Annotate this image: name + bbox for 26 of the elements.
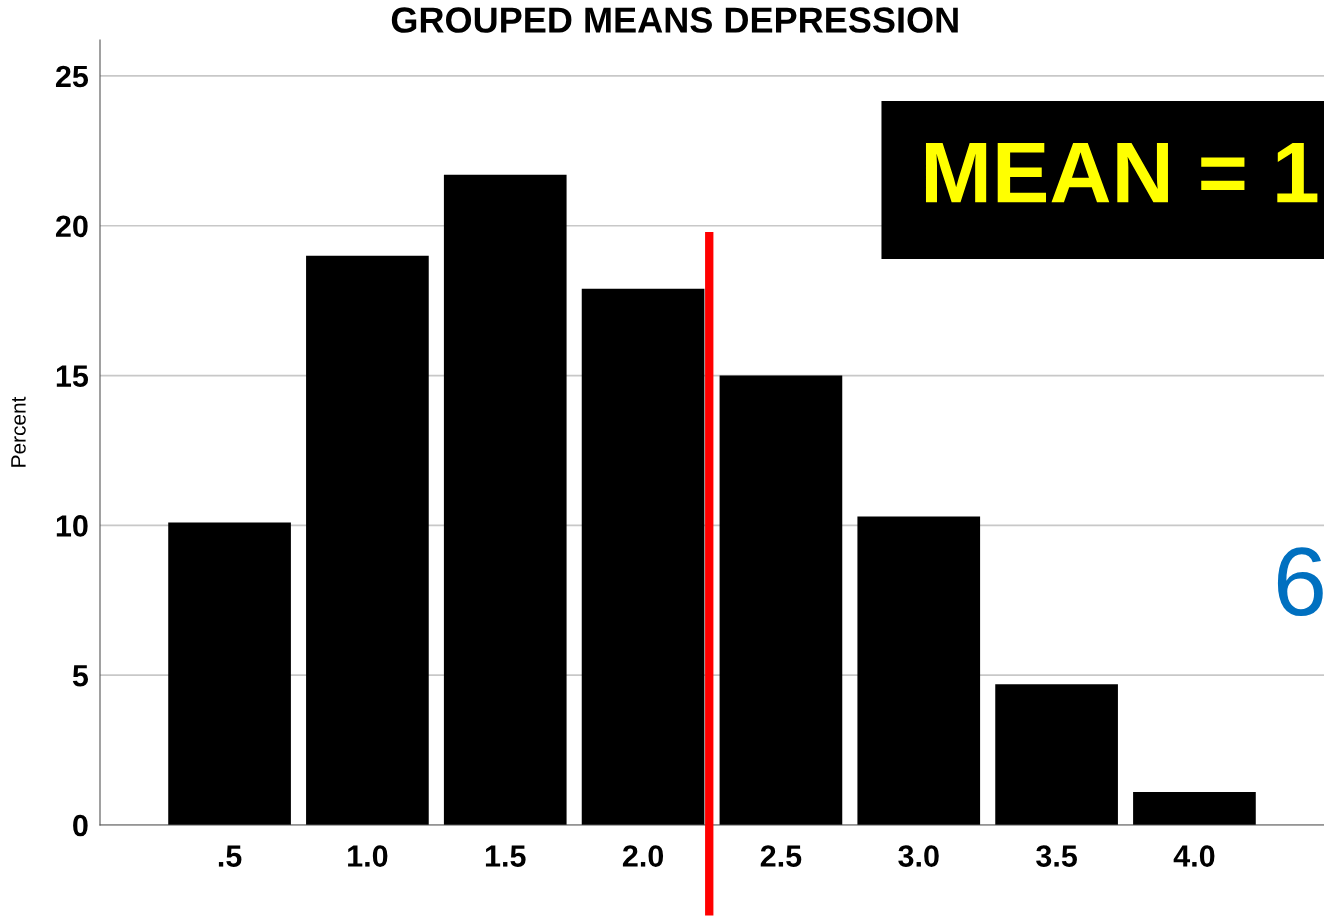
x-tick-label: 3.5 [1036,845,1077,867]
x-tick-label: 2.0 [622,845,664,867]
x-tick-label: 1.5 [485,845,526,867]
x-tick-label: 1.0 [348,845,388,867]
x-tick-label: .5 [218,845,242,867]
y-tick-label: 0 [73,814,88,837]
x-tick-label: 4.0 [1173,845,1215,867]
bar [857,516,981,825]
bar [1133,792,1256,825]
x-tick-label: 3.0 [898,845,939,867]
chart-title: GROUPED MEANS DEPRESSION [391,7,958,33]
bar [719,375,843,825]
y-tick-label: 15 [56,365,89,387]
bar [306,255,429,825]
bar [168,522,291,825]
y-tick-label: 25 [55,65,89,88]
y-tick-label: 10 [56,515,88,537]
y-tick-label: 20 [55,215,88,238]
bar [995,684,1118,825]
y-axis-title: Percent [11,396,26,467]
annotation: 6 [1277,547,1323,617]
x-tick-label: 2.5 [760,845,802,867]
bar [581,288,705,825]
annotation: MEAN = 1 [925,143,1318,203]
bar [443,174,567,825]
y-tick-label: 5 [72,665,89,687]
